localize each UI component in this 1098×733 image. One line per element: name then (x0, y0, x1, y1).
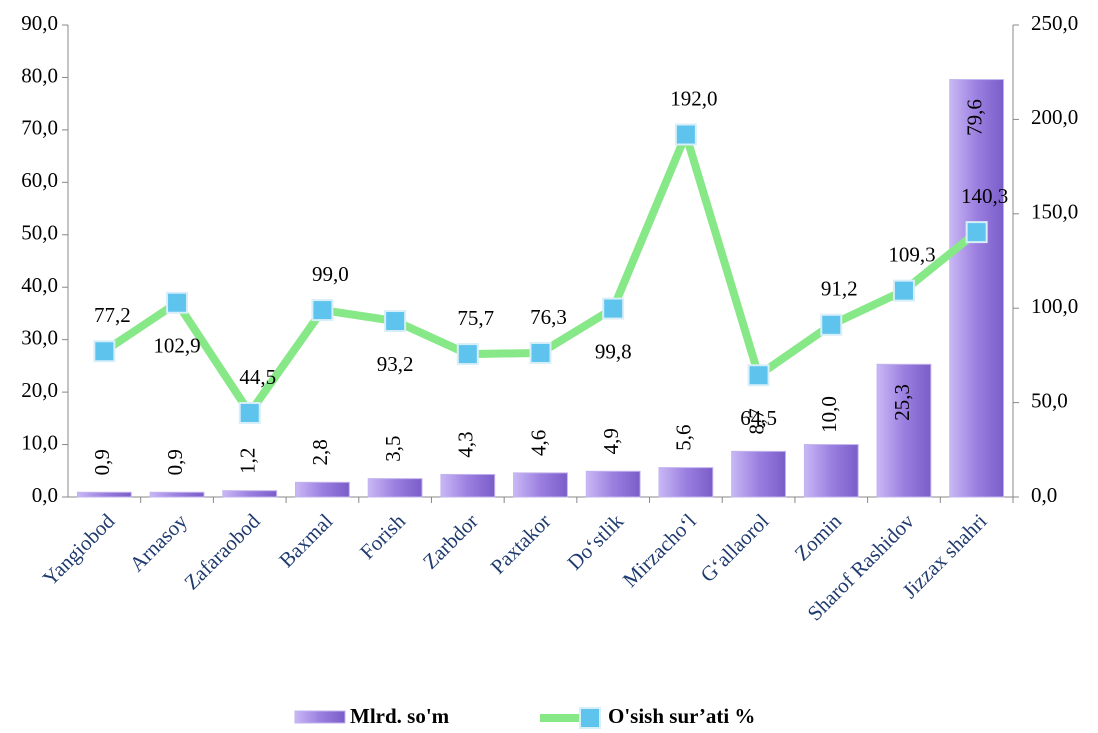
line-label: 102,9 (153, 334, 200, 358)
bar (295, 481, 350, 498)
bar (76, 491, 132, 498)
y-tick-label: 0,0 (32, 483, 58, 507)
y2-tick-label: 250,0 (1031, 11, 1078, 35)
legend-swatch (294, 710, 346, 724)
line-label: 77,2 (94, 303, 131, 327)
y-tick-label: 70,0 (21, 116, 58, 140)
bar-label: 0,9 (90, 449, 114, 475)
y2-tick-label: 0,0 (1031, 483, 1057, 507)
marker (892, 279, 915, 302)
line-label: 93,2 (377, 352, 414, 376)
bar (949, 79, 1005, 498)
bar (658, 467, 714, 498)
marker (529, 341, 552, 364)
line-label: 192,0 (670, 86, 717, 110)
legend-label: Mlrd. so'm (350, 704, 450, 728)
line-label: 76,3 (530, 305, 567, 329)
x-tick-label: Paxtakor (486, 509, 556, 579)
y2-tick-label: 200,0 (1031, 105, 1078, 129)
line-label: 91,2 (821, 277, 858, 301)
bar (222, 490, 278, 498)
line-label: 99,0 (312, 262, 349, 286)
bar (731, 450, 786, 498)
bar-label: 79,6 (962, 99, 986, 136)
x-tick-label: Mirzacho‘l (618, 509, 701, 592)
line-label: 64,5 (740, 406, 777, 430)
x-tick-label: Zomin (790, 509, 847, 566)
bar (803, 444, 859, 498)
y-tick-label: 40,0 (21, 273, 58, 297)
bar (440, 473, 496, 498)
bar-label: 10,0 (817, 396, 841, 433)
x-tick-label: Arnasoy (125, 509, 193, 577)
x-tick-label: Forish (355, 509, 410, 564)
y-tick-label: 60,0 (21, 168, 58, 192)
marker (820, 313, 843, 336)
bar (585, 470, 641, 498)
x-tick-label: Baxmal (274, 509, 337, 572)
marker (602, 297, 625, 320)
x-tick-label: Yangiobod (38, 509, 120, 591)
y-tick-label: 80,0 (21, 63, 58, 87)
bar-label: 3,5 (381, 436, 405, 462)
bar-label: 1,2 (236, 448, 260, 474)
legend-swatch (579, 707, 601, 729)
x-tick-label: Zafaraobod (179, 509, 265, 595)
line-label: 109,3 (888, 242, 935, 266)
marker (456, 343, 479, 366)
marker (747, 364, 770, 387)
y-tick-label: 50,0 (21, 221, 58, 245)
bar (149, 491, 205, 498)
line-label: 44,5 (239, 365, 276, 389)
bar-label: 0,9 (163, 449, 187, 475)
marker (384, 310, 407, 333)
bar (876, 363, 932, 498)
marker (311, 299, 334, 322)
bar-label: 2,8 (308, 439, 332, 465)
legend-label: O'sish sur’ati % (608, 704, 755, 728)
y2-tick-label: 100,0 (1031, 294, 1078, 318)
bar (513, 472, 568, 498)
bar-label: 5,6 (672, 425, 696, 451)
x-tick-label: G‘allaorol (696, 509, 774, 587)
bar-label: 4,6 (526, 430, 550, 456)
x-tick-label: Zarbdor (418, 509, 483, 574)
bar-label: 8,7 (744, 408, 768, 434)
marker (965, 221, 988, 244)
y2-tick-label: 50,0 (1031, 388, 1068, 412)
line-label: 99,8 (595, 339, 632, 363)
bar-label: 4,3 (454, 431, 478, 457)
y-tick-label: 90,0 (21, 11, 58, 35)
y-tick-label: 10,0 (21, 430, 58, 454)
bar (367, 478, 423, 498)
marker (238, 401, 261, 424)
bar-label: 25,3 (890, 384, 914, 421)
marker (93, 340, 116, 363)
y-tick-label: 20,0 (21, 378, 58, 402)
line-label: 75,7 (457, 306, 494, 330)
y-tick-label: 30,0 (21, 325, 58, 349)
marker (166, 291, 189, 314)
line (102, 130, 980, 417)
x-tick-label: Do‘stlik (562, 509, 628, 575)
marker (674, 123, 697, 146)
bar-label: 4,9 (599, 428, 623, 454)
y2-tick-label: 150,0 (1031, 200, 1078, 224)
line-label: 140,3 (961, 184, 1008, 208)
